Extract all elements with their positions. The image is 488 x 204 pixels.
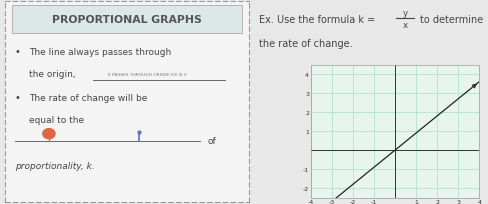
Circle shape xyxy=(43,129,55,139)
Text: •: • xyxy=(15,93,20,103)
Text: to determine: to determine xyxy=(419,15,482,25)
Text: y: y xyxy=(402,9,407,18)
FancyBboxPatch shape xyxy=(12,6,242,34)
Text: The line always passes through: The line always passes through xyxy=(29,48,171,57)
Text: x: x xyxy=(402,21,407,30)
Text: equal to the: equal to the xyxy=(29,115,84,124)
Text: of: of xyxy=(207,136,216,145)
Text: Ex. Use the formula k =: Ex. Use the formula k = xyxy=(258,15,374,25)
Text: PROPORTIONAL GRAPHS: PROPORTIONAL GRAPHS xyxy=(52,15,202,25)
Text: The rate of change will be: The rate of change will be xyxy=(29,93,147,102)
Text: the rate of change.: the rate of change. xyxy=(258,39,352,49)
Text: proportionality, k.: proportionality, k. xyxy=(15,162,94,171)
Text: •: • xyxy=(15,47,20,57)
Text: the origin,: the origin, xyxy=(29,70,76,79)
Text: K PASSES THROUGH ORIGIN Y/X IS 0: K PASSES THROUGH ORIGIN Y/X IS 0 xyxy=(107,73,186,77)
